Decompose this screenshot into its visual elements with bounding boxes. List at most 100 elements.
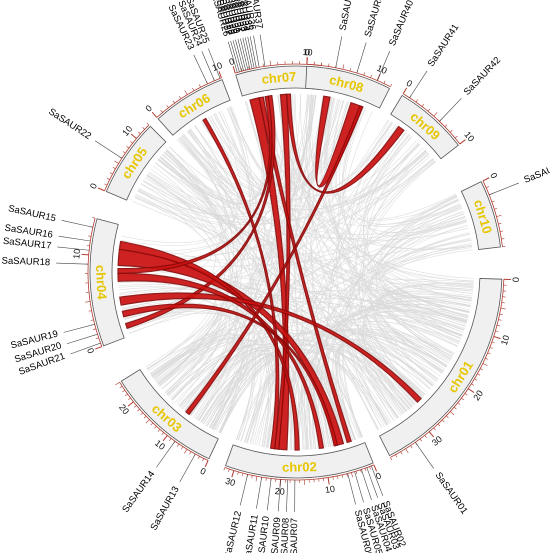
minor-tick (491, 200, 495, 203)
minor-tick (104, 183, 108, 186)
gene-label: SaSAUR22 (46, 106, 93, 142)
tick-label: 20 (117, 402, 131, 416)
gene-marker (335, 36, 343, 68)
minor-tick (427, 108, 431, 112)
background-link (186, 131, 428, 208)
background-link (342, 106, 463, 336)
gene-label: SaSAUR01 (433, 470, 470, 516)
background-link (206, 249, 473, 427)
tick-label: 10 (462, 130, 476, 144)
minor-tick (88, 310, 92, 312)
minor-tick (383, 80, 386, 84)
tick-axis (390, 279, 505, 458)
minor-tick (223, 467, 226, 471)
chromosome-band-chr01 (378, 278, 503, 457)
gene-marker (439, 97, 462, 122)
background-link (161, 94, 315, 390)
background-link (145, 176, 467, 325)
background-link (119, 287, 466, 327)
minor-tick (248, 66, 250, 70)
gene-label: SaSAUR15 (7, 203, 57, 224)
tick-label: 0 (228, 56, 236, 67)
minor-tick (106, 177, 110, 180)
minor-tick (480, 368, 483, 371)
tick-label: 0 (405, 78, 414, 89)
minor-tick (499, 230, 504, 232)
minor-tick (92, 328, 96, 330)
background-link (329, 100, 417, 198)
minor-tick (192, 88, 195, 91)
background-link (320, 310, 468, 448)
tick-label: 0 (144, 103, 154, 114)
background-link (362, 284, 474, 414)
gene-marker (409, 70, 428, 98)
tick-label: 0 (199, 466, 208, 477)
gene-marker (201, 51, 215, 81)
minor-tick (142, 127, 145, 130)
minor-tick (92, 217, 96, 219)
gene-marker (286, 479, 289, 512)
highlight-link (118, 240, 300, 451)
background-link (307, 215, 466, 450)
minor-tick (446, 415, 449, 419)
major-tick (151, 111, 158, 118)
background-link (349, 152, 429, 426)
background-link (381, 285, 474, 337)
highlight-link (117, 95, 273, 274)
minor-tick (169, 438, 172, 441)
gene-label: SaSAUR40 (387, 0, 416, 48)
minor-tick (433, 427, 436, 431)
background-link (318, 296, 472, 449)
background-link (309, 289, 473, 450)
gene-marker (370, 465, 384, 496)
gene-label: SaSAUR09 (269, 517, 284, 553)
highlight-link (315, 95, 364, 188)
background-link (336, 111, 383, 429)
minor-tick (471, 383, 475, 386)
background-link (146, 174, 470, 313)
chromosome-label: chr07 (261, 69, 297, 87)
minor-tick (337, 475, 339, 479)
tick-label: 0 (511, 277, 521, 282)
tick-axis (156, 77, 222, 118)
background-link (380, 200, 474, 282)
minor-tick (355, 471, 358, 475)
background-link (128, 297, 469, 334)
background-link (360, 143, 434, 212)
minor-tick (269, 60, 271, 66)
background-link (189, 128, 252, 433)
background-link (214, 113, 474, 282)
minor-tick (160, 109, 163, 113)
minor-tick (202, 458, 205, 462)
minor-tick (157, 429, 161, 432)
chromosome-band-chr03 (120, 368, 219, 460)
background-link (169, 146, 427, 211)
gene-label: SaSAUR42 (462, 55, 503, 98)
gene-marker (376, 50, 391, 81)
background-link (146, 174, 238, 421)
major-tick (97, 187, 105, 192)
background-link (125, 311, 286, 450)
minor-tick (189, 451, 192, 455)
minor-tick (114, 160, 119, 164)
chromosome-band-chr04 (89, 218, 125, 347)
background-link (361, 161, 436, 399)
minor-tick (126, 146, 130, 149)
background-link (171, 332, 431, 401)
background-link (363, 150, 437, 382)
background-link (118, 283, 217, 378)
minor-tick (342, 64, 345, 70)
tick-label: 30 (430, 434, 444, 448)
minor-tick (419, 438, 423, 442)
background-link (134, 154, 224, 227)
minor-tick (177, 443, 180, 447)
minor-tick (474, 378, 478, 381)
minor-tick (241, 68, 243, 72)
background-link (165, 125, 240, 206)
minor-tick (498, 319, 502, 321)
background-link (127, 289, 473, 330)
minor-tick (198, 84, 201, 88)
major-tick (482, 177, 490, 182)
minor-tick (498, 223, 502, 225)
